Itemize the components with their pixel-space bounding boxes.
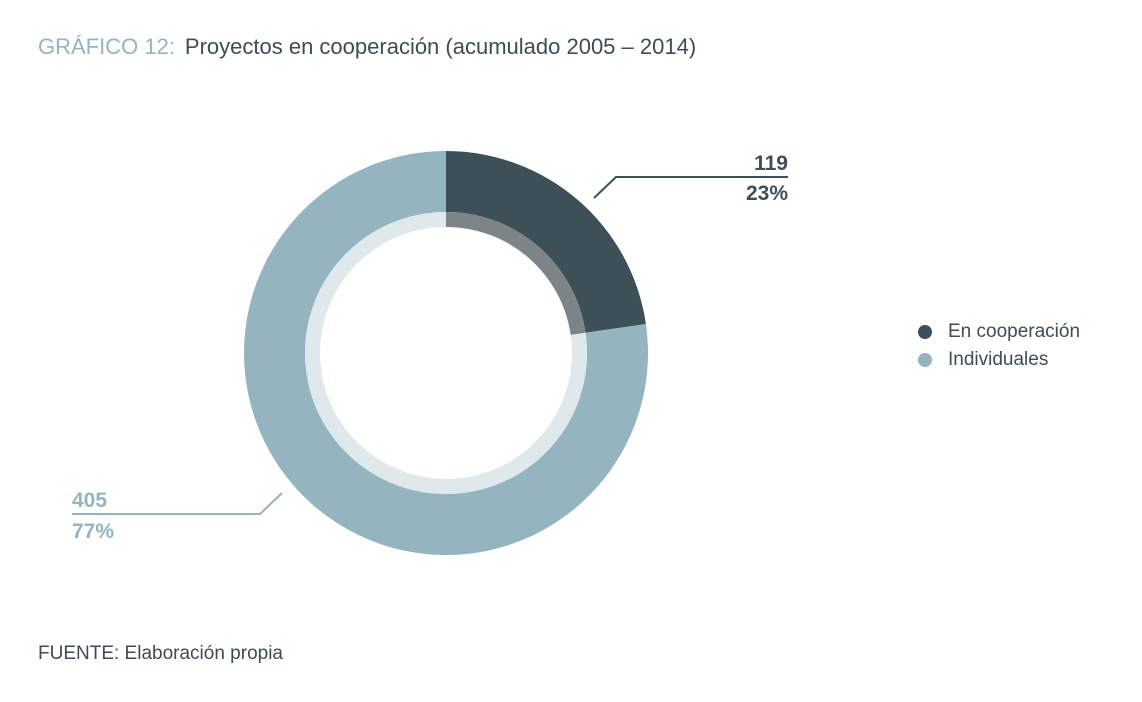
donut-slices [244, 151, 648, 555]
legend-item-en-cooperacion: En cooperación [918, 318, 1080, 346]
slice-en-cooperacion [446, 151, 646, 333]
chart-title-prefix: GRÁFICO 12: [38, 34, 175, 59]
data-label-percent-en-cooperacion: 23% [746, 182, 788, 205]
legend-swatch-en-cooperacion [918, 325, 932, 339]
chart-title-text: Proyectos en cooperación (acumulado 2005… [184, 34, 697, 59]
legend: En cooperación Individuales [918, 318, 1080, 374]
slice-individuales [244, 151, 648, 555]
leader-line-en-cooperacion [593, 176, 788, 199]
data-label-percent-individuales: 77% [72, 520, 114, 543]
source-note: FUENTE: Elaboración propia [38, 643, 283, 664]
data-labels: 119 23% 405 77% [72, 152, 788, 543]
slice-inner-band-en-cooperacion [446, 212, 586, 335]
legend-label-individuales: Individuales [948, 349, 1049, 370]
legend-label-en-cooperacion: En cooperación [948, 321, 1081, 342]
chart-title: GRÁFICO 12: Proyectos en cooperación (acu… [38, 34, 696, 60]
legend-swatch-individuales [918, 353, 932, 367]
data-label-value-individuales: 405 [72, 489, 107, 512]
data-label-value-en-cooperacion: 119 [754, 152, 788, 175]
legend-item-individuales: Individuales [918, 346, 1080, 374]
leader-line-individuales [72, 492, 283, 515]
